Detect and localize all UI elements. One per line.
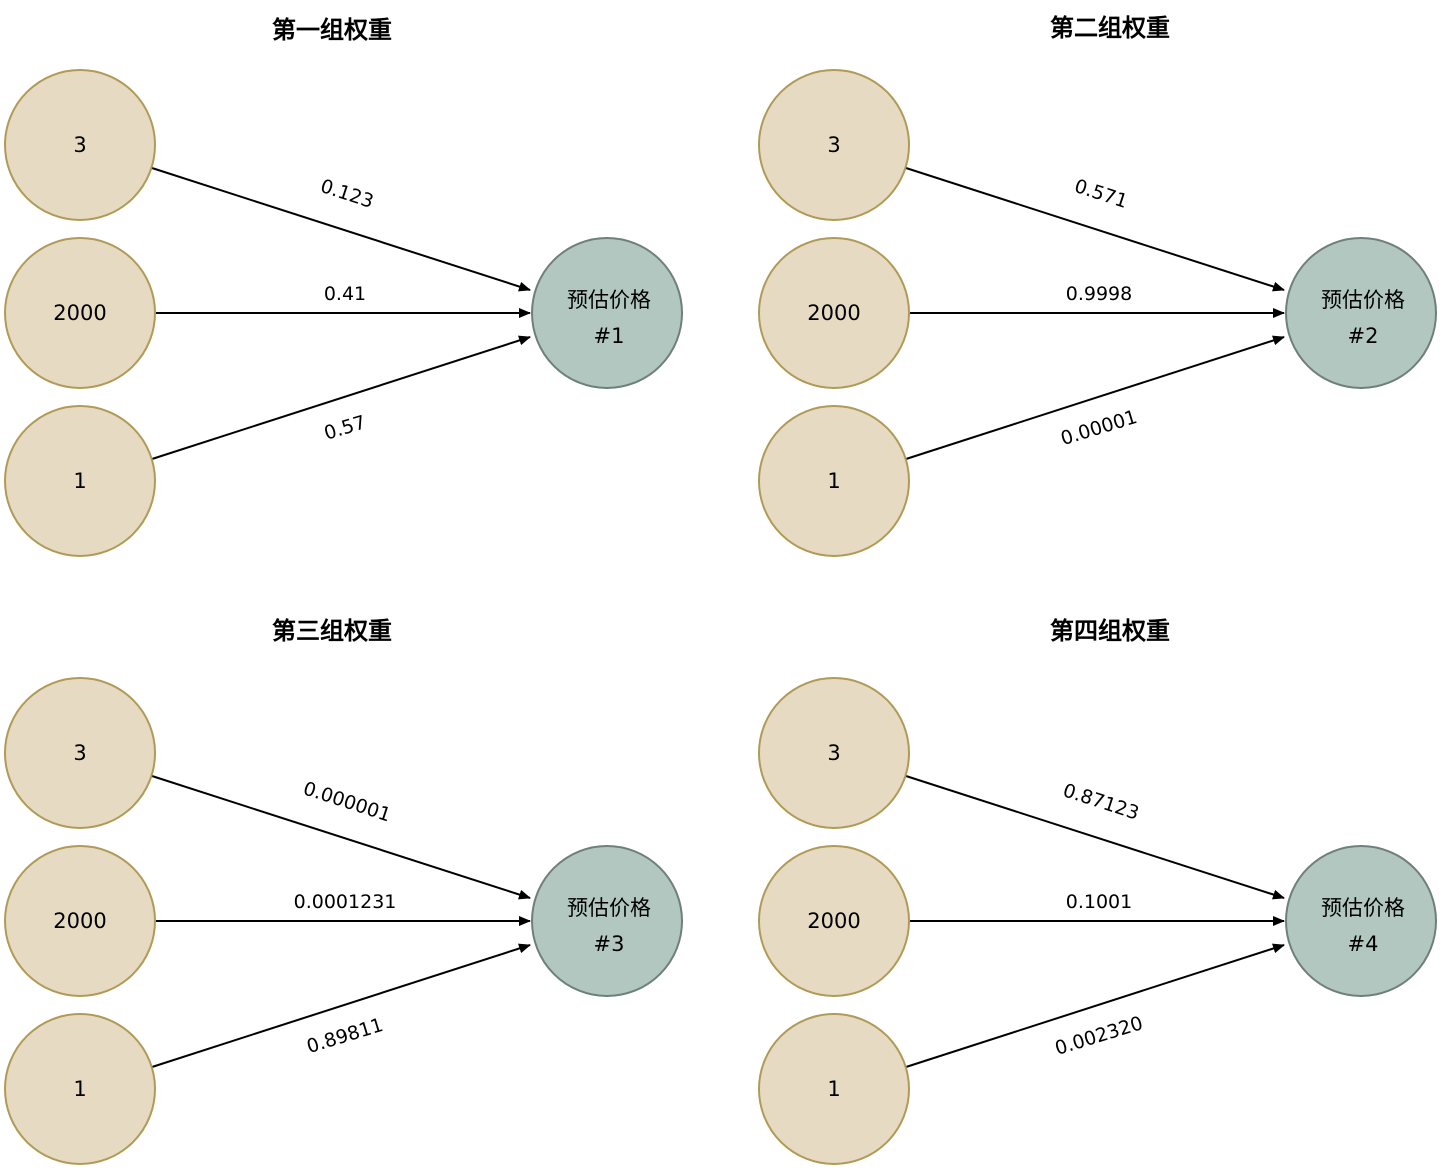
output-index: #2 [1348, 324, 1379, 348]
weight-label: 0.57 [322, 411, 369, 444]
input-node [758, 237, 910, 389]
weight-label: 0.002320 [1052, 1012, 1145, 1060]
group-title: 第三组权重 [272, 617, 392, 645]
input-node [758, 1013, 910, 1165]
weight-edge [151, 775, 531, 900]
weight-edge [151, 943, 531, 1068]
input-value: 2000 [807, 909, 860, 933]
group-title: 第四组权重 [1050, 617, 1170, 645]
weight-edge [151, 335, 531, 460]
input-value: 3 [827, 133, 840, 157]
weight-edge [905, 943, 1285, 1068]
output-label: 预估价格 [1321, 896, 1405, 920]
input-value: 2000 [53, 909, 106, 933]
weight-edge [151, 167, 531, 292]
group-title: 第二组权重 [1050, 14, 1170, 42]
input-node [4, 677, 156, 829]
input-node [4, 69, 156, 221]
weight-label: 0.571 [1072, 175, 1131, 213]
weight-edge [905, 335, 1285, 460]
weight-label: 0.89811 [304, 1014, 386, 1058]
input-value: 1 [73, 469, 86, 493]
output-label: 预估价格 [567, 288, 651, 312]
weight-label: 0.00001 [1058, 406, 1140, 450]
input-node [758, 405, 910, 557]
input-value: 1 [827, 1077, 840, 1101]
weight-label: 0.123 [318, 175, 377, 213]
input-node [4, 845, 156, 997]
input-node [758, 677, 910, 829]
weight-label: 0.0001231 [294, 891, 397, 913]
weight-edge [905, 775, 1285, 900]
weight-label: 0.87123 [1060, 779, 1142, 824]
weight-group-4: 第四组权重 0.87123 0.1001 0.002320 3 2000 1 预估价格 #4 [758, 617, 1437, 1165]
weight-group-1: 第一组权重 0.123 0.41 0.57 3 2000 1 预估价格 #1 [4, 16, 683, 557]
group-title: 第一组权重 [272, 16, 392, 44]
output-label: 预估价格 [567, 896, 651, 920]
input-value: 2000 [53, 301, 106, 325]
input-node [758, 69, 910, 221]
input-node [758, 845, 910, 997]
input-value: 1 [73, 1077, 86, 1101]
input-value: 3 [827, 741, 840, 765]
input-value: 2000 [807, 301, 860, 325]
output-node [531, 845, 683, 997]
input-node [4, 1013, 156, 1165]
output-index: #3 [594, 932, 625, 956]
weight-label: 0.41 [324, 283, 366, 305]
weight-label: 0.9998 [1066, 283, 1132, 305]
input-node [4, 237, 156, 389]
output-index: #1 [594, 324, 625, 348]
weight-group-3: 第三组权重 0.000001 0.0001231 0.89811 3 2000 1 预估价格 #… [4, 617, 683, 1165]
output-node [1285, 237, 1437, 389]
output-node [531, 237, 683, 389]
weight-group-2: 第二组权重 0.571 0.9998 0.00001 3 2000 1 预估价格 #2 [758, 14, 1437, 557]
weight-edge [905, 167, 1285, 292]
input-value: 3 [73, 741, 86, 765]
output-label: 预估价格 [1321, 288, 1405, 312]
input-value: 3 [73, 133, 86, 157]
output-index: #4 [1348, 932, 1379, 956]
weight-label: 0.000001 [300, 778, 393, 827]
input-node [4, 405, 156, 557]
output-node [1285, 845, 1437, 997]
input-value: 1 [827, 469, 840, 493]
weight-label: 0.1001 [1066, 891, 1132, 913]
